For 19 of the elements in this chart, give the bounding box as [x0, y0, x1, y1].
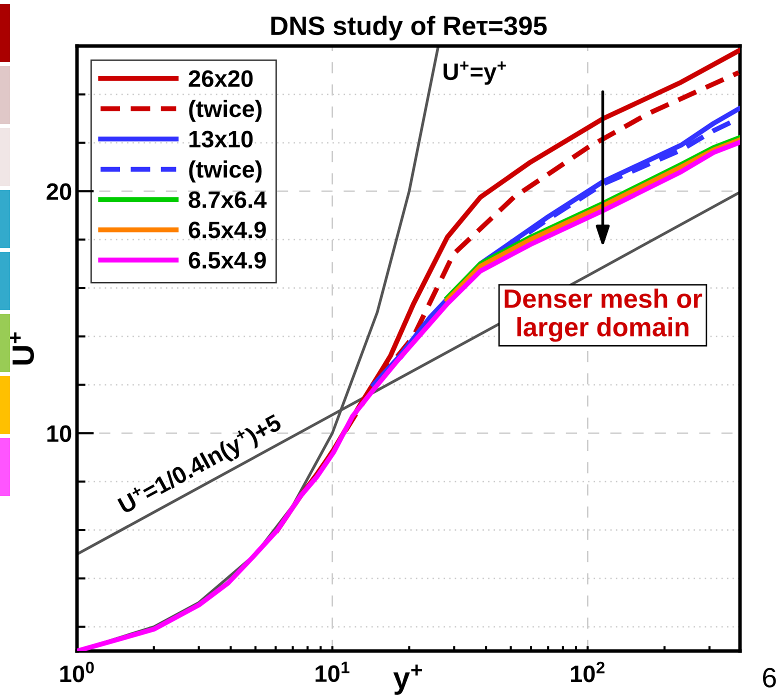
chart-title: DNS study of Reτ=395 [271, 16, 547, 40]
legend-label: (twice) [189, 160, 262, 182]
x-tick-label: 10$^{0}$ [60, 662, 94, 682]
x-tick-label: 10$^{1}$ [316, 662, 350, 682]
legend-label: 8.7x6.4 [188, 191, 267, 208]
annotation: U$^{+}$=y$^{+}$ [444, 61, 506, 85]
legend-label: 6.5x4.9 [188, 252, 266, 269]
legend-label: 13x10 [189, 130, 253, 148]
legend-label: 26x20 [188, 70, 253, 87]
legend-label: (twice) [189, 100, 262, 122]
x-tick-label: 10$^{2}$ [570, 662, 604, 682]
y-axis-title: U$^{+}$ [10, 332, 34, 365]
annotation: Denser mesh or larger domain [504, 288, 702, 342]
annotation: U$^{+}$=1/0.4ln(y$^{+}$)+5 [116, 412, 285, 518]
text: 6 [763, 668, 776, 688]
x-axis-title: y$^{+}$ [393, 664, 422, 695]
y-tick-label: 10 [47, 425, 72, 442]
legend-label: 6.5x4.9 [188, 222, 266, 238]
y-tick-label: 20 [46, 183, 72, 200]
